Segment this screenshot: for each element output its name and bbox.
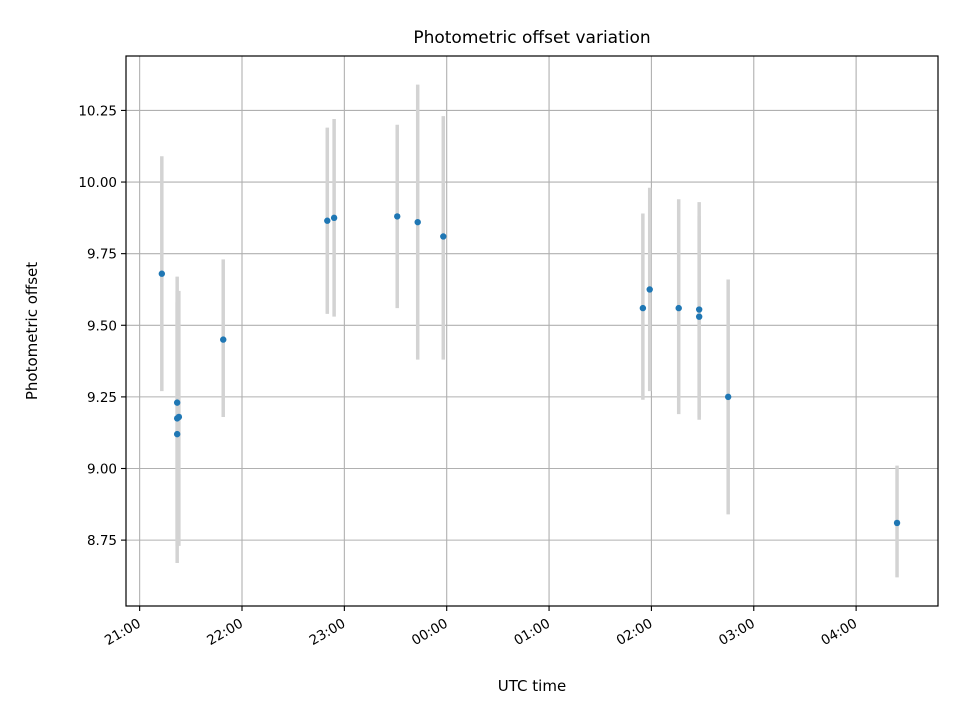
data-point <box>324 217 331 224</box>
y-tick-label: 9.75 <box>87 247 117 263</box>
data-point <box>893 519 901 527</box>
data-point <box>695 306 703 313</box>
data-point <box>173 399 181 406</box>
data-point <box>220 336 227 343</box>
data-point <box>158 270 166 277</box>
y-tick-label: 8.75 <box>87 533 117 549</box>
x-axis-title: UTC time <box>498 677 566 695</box>
data-point <box>646 286 653 293</box>
data-point <box>175 413 183 421</box>
y-axis-title: Photometric offset <box>23 262 41 400</box>
y-tick-label: 9.50 <box>87 318 117 334</box>
data-point <box>695 313 703 320</box>
data-point <box>675 304 682 312</box>
data-point <box>414 218 421 226</box>
y-tick-label: 9.25 <box>87 390 117 406</box>
data-points <box>158 213 901 527</box>
data-point <box>394 213 401 220</box>
data-point <box>330 214 338 222</box>
data-point <box>173 430 181 438</box>
data-point <box>440 233 447 240</box>
chart-title: Photometric offset variation <box>413 28 650 48</box>
y-tick-label: 10.00 <box>78 175 117 191</box>
data-point <box>724 393 732 401</box>
data-point <box>639 304 647 312</box>
y-tick-label: 10.25 <box>78 103 117 119</box>
plot-frame <box>125 55 939 607</box>
y-tick-label: 9.00 <box>87 462 117 478</box>
y-axis: 8.75 9.00 9.25 9.50 9.75 10.00 10.25 <box>78 103 126 549</box>
